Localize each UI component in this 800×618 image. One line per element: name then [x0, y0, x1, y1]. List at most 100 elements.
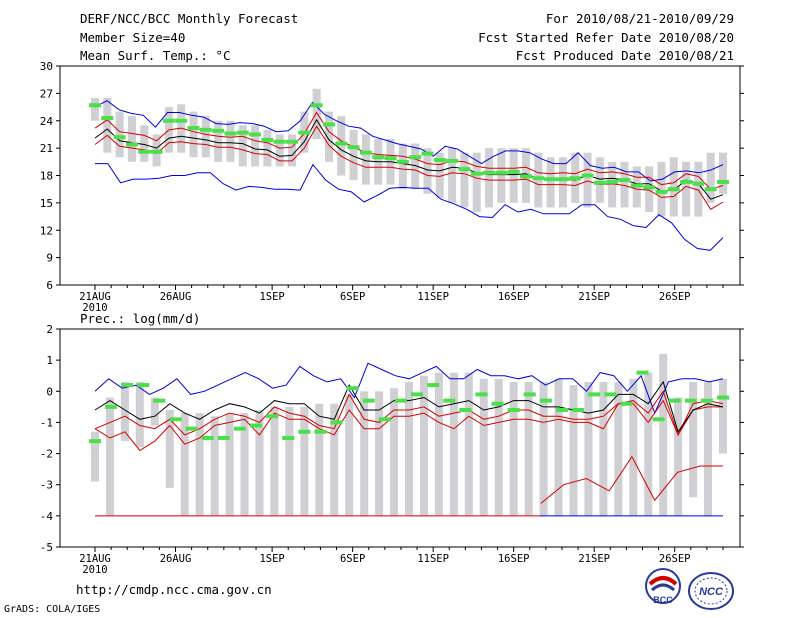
- ensemble-box: [524, 381, 533, 516]
- observed-marker: [250, 423, 263, 428]
- y-tick-label: 1: [46, 354, 53, 367]
- ensemble-box: [657, 161, 666, 217]
- observed-marker: [105, 404, 118, 409]
- observed-marker: [470, 171, 483, 176]
- observed-marker: [362, 398, 375, 403]
- x-tick-label: 26AUG: [160, 291, 192, 303]
- observed-marker: [249, 132, 262, 137]
- ensemble-box: [682, 161, 691, 217]
- observed-marker: [298, 130, 311, 135]
- observed-marker: [175, 118, 188, 123]
- observed-marker: [556, 177, 569, 182]
- ensemble-box: [275, 134, 284, 167]
- ensemble-box: [659, 353, 668, 516]
- ensemble-box: [509, 148, 518, 203]
- bcc-logo-text: BCC: [653, 595, 673, 605]
- observed-marker: [199, 127, 212, 132]
- ensemble-box: [120, 381, 129, 442]
- ensemble-box: [210, 416, 219, 516]
- panel-temperature: 6 9 12 15 18 21 24 27 30 21AUG 26AUG 1SEP 6SEP 11SEP 1…: [40, 60, 744, 314]
- ensemble-box: [140, 125, 149, 162]
- ensemble-box: [398, 143, 407, 190]
- observed-marker: [169, 417, 182, 422]
- observed-marker: [314, 429, 327, 434]
- ensemble-box: [497, 148, 506, 203]
- observed-marker: [581, 173, 594, 178]
- observed-marker: [113, 135, 126, 140]
- ensemble-box: [226, 120, 235, 162]
- y-tick-label: 12: [40, 224, 53, 237]
- ensemble-box: [434, 372, 443, 516]
- observed-marker: [433, 157, 446, 162]
- ensemble-lower-tail-line: [540, 455, 723, 504]
- observed-marker: [347, 145, 360, 150]
- observed-marker: [569, 176, 582, 181]
- y-tick-label: 9: [46, 252, 53, 265]
- ensemble-box: [270, 406, 279, 516]
- ensemble-box: [238, 125, 247, 167]
- x-tick-label: 1SEP: [259, 291, 284, 303]
- ensemble-box: [629, 378, 638, 516]
- ensemble-box: [285, 406, 294, 516]
- observed-marker: [680, 179, 693, 184]
- ensemble-box: [485, 148, 494, 208]
- observed-marker: [217, 436, 230, 440]
- source-url[interactable]: http://cmdp.ncc.cma.gov.cn: [76, 582, 272, 597]
- observed-marker: [372, 155, 385, 160]
- observed-marker: [643, 185, 656, 190]
- observed-marker: [394, 398, 407, 403]
- x-tick-label: 11SEP: [417, 553, 449, 565]
- ensemble-box: [704, 381, 713, 516]
- observed-marker: [684, 398, 697, 403]
- observed-marker: [572, 407, 585, 412]
- observed-marker: [298, 429, 311, 434]
- ensemble-box: [435, 152, 444, 199]
- ensemble-min-line: [95, 163, 724, 251]
- observed-marker: [261, 137, 274, 142]
- observed-marker: [443, 398, 456, 403]
- ensemble-box: [554, 378, 563, 516]
- ensemble-box: [312, 88, 321, 139]
- ensemble-box: [620, 161, 629, 208]
- observed-marker: [523, 392, 536, 397]
- observed-marker: [266, 414, 279, 419]
- observed-marker: [544, 177, 557, 182]
- ensemble-box: [694, 161, 703, 217]
- ensemble-box: [614, 381, 623, 516]
- x-tick-label: 26SEP: [659, 553, 691, 565]
- ensemble-box: [300, 406, 309, 516]
- observed-marker: [330, 420, 343, 425]
- observed-marker: [359, 150, 372, 155]
- ensemble-box: [644, 372, 653, 516]
- observed-marker: [483, 170, 496, 175]
- ensemble-box: [674, 397, 683, 516]
- ensemble-box: [349, 129, 358, 181]
- x-tick-label: 21SEP: [578, 291, 610, 303]
- y-tick-label: -5: [40, 541, 53, 554]
- ensemble-lower-line: [94, 125, 724, 210]
- observed-marker: [700, 398, 713, 403]
- y-tick-label: -4: [40, 510, 54, 523]
- ensemble-box: [315, 403, 324, 516]
- x-tick-label: 26AUG: [160, 553, 192, 565]
- x-tick-label: 6SEP: [340, 553, 365, 565]
- ensemble-box: [669, 157, 678, 217]
- ensemble-box: [599, 381, 608, 516]
- prec-label: Prec.: log(mm/d): [80, 311, 201, 326]
- y-tick-label: 18: [40, 170, 53, 183]
- observed-marker: [236, 130, 249, 135]
- y-tick-label: 24: [40, 115, 54, 128]
- observed-marker: [704, 187, 717, 192]
- ensemble-box: [449, 372, 458, 516]
- y-tick-label: -1: [40, 416, 53, 429]
- observed-marker: [89, 439, 101, 444]
- x-tick-label: 21SEP: [578, 553, 610, 565]
- observed-marker: [101, 116, 114, 121]
- observed-marker: [121, 383, 134, 388]
- ensemble-box: [337, 116, 346, 176]
- ensemble-box: [479, 378, 488, 516]
- observed-marker: [532, 176, 545, 181]
- ensemble-box: [464, 372, 473, 516]
- observed-marker: [201, 436, 214, 440]
- observed-marker: [507, 169, 520, 174]
